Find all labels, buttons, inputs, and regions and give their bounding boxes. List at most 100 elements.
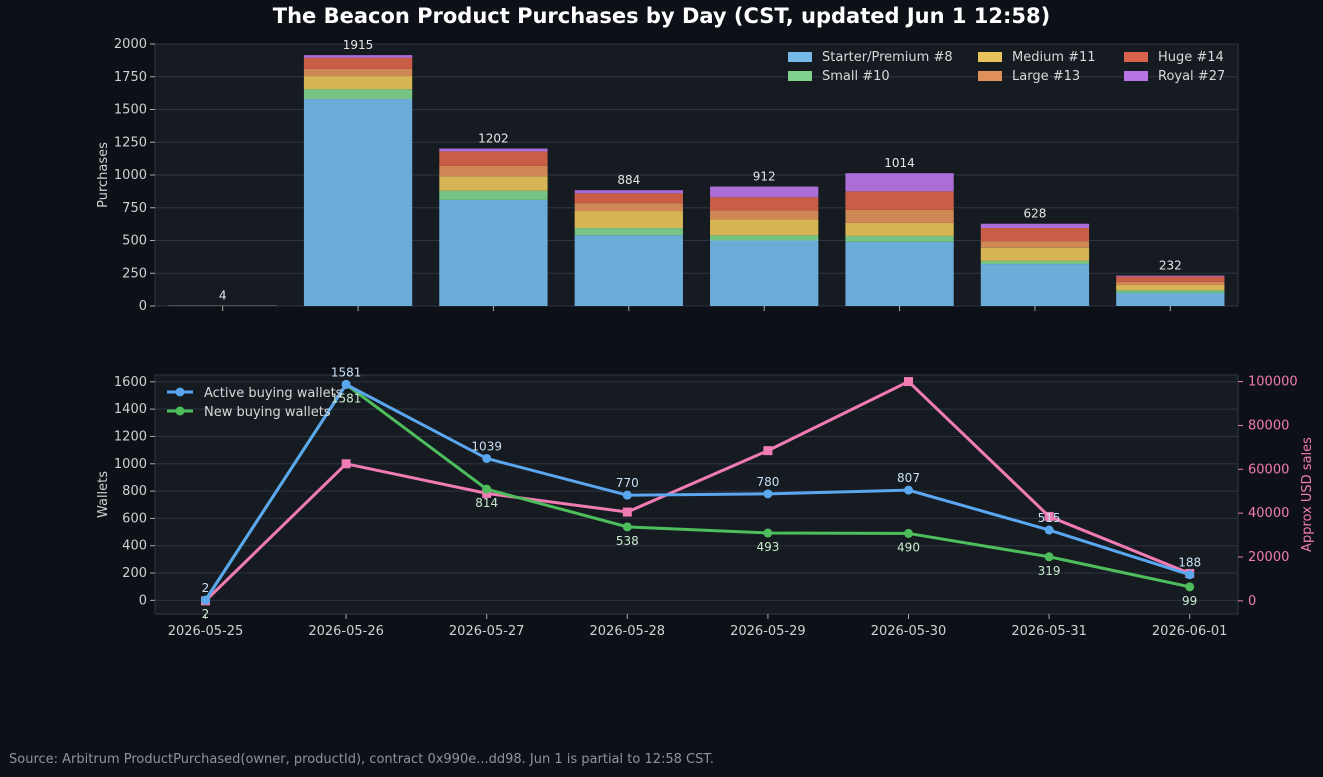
legend-label: Active buying wallets [204,386,343,401]
y-tick-label: 1000 [114,168,147,183]
y2-tick-label: 20000 [1248,550,1289,565]
data-point [341,379,351,389]
data-point [1185,570,1195,580]
active-value-label: 515 [1038,511,1061,525]
bar-segment [1116,281,1225,286]
bar-segment [710,235,819,241]
y-axis-label: Purchases [96,142,111,208]
bar-segment [574,203,683,212]
legend-swatch [1124,71,1148,81]
data-point [341,459,351,469]
bar-segment [439,190,548,200]
y-tick-label: 1500 [114,103,147,118]
bar-segment [1116,275,1225,277]
bar-total-label: 1202 [478,132,509,146]
bar-segment [980,264,1090,306]
data-point [1044,525,1054,535]
y2-tick-label: 60000 [1248,462,1289,477]
x-tick-label: 2026-05-30 [871,624,947,639]
bar-segment [574,190,683,194]
legend-label: Huge #14 [1158,50,1224,65]
active-value-label: 1581 [331,365,362,379]
bar-segment [845,222,954,236]
data-point [904,377,913,387]
bar-segment [845,191,954,210]
new-value-label: 2 [202,607,210,621]
data-point [482,453,492,463]
bar-total-label: 912 [753,170,776,184]
new-value-label: 99 [1182,594,1197,608]
legend-marker [175,406,185,416]
new-value-label: 319 [1038,564,1061,578]
y-tick-label: 1600 [114,375,147,390]
bar-total-label: 232 [1159,259,1182,273]
bar-total-label: 628 [1023,207,1046,221]
x-tick-label: 2026-05-28 [590,624,666,639]
legend-marker [175,387,185,397]
bar-segment [845,235,954,242]
bar-segment [439,165,548,177]
x-tick-label: 2026-06-01 [1152,624,1228,639]
legend-swatch [978,52,1002,62]
data-point [763,446,773,456]
new-value-label: 490 [897,540,920,554]
source-note: Source: Arbitrum ProductPurchased(owner,… [9,752,714,767]
bar-segment [439,199,548,306]
data-point [622,522,632,532]
bar-segment [1116,292,1225,306]
bar-segment [845,209,954,223]
data-point [904,485,913,495]
bar-segment [574,193,683,204]
x-tick-label: 2026-05-29 [730,624,806,639]
bar-segment [1116,290,1225,293]
y2-tick-label: 0 [1248,594,1256,609]
bar-segment [1116,276,1225,282]
bar-segment [303,89,413,100]
y-tick-label: 0 [139,299,147,314]
bar-segment [303,57,413,69]
bar-segment [980,223,1090,229]
legend-label: Starter/Premium #8 [822,50,953,65]
bar-segment [574,235,683,306]
x-tick-label: 2026-05-25 [168,624,244,639]
y-tick-label: 1400 [114,402,147,417]
y-tick-label: 2000 [114,37,147,52]
y-tick-label: 200 [122,566,147,581]
series-line [204,380,1191,602]
data-point [201,595,210,605]
bar-total-label: 1915 [343,38,374,52]
y2-tick-label: 40000 [1248,506,1289,521]
active-value-label: 188 [1178,556,1201,570]
y-tick-label: 250 [122,266,147,281]
bar-segment [303,55,413,58]
y2-tick-label: 100000 [1248,375,1298,390]
new-value-label: 1581 [331,391,362,405]
bar-segment [845,241,954,306]
legend-swatch [1124,52,1148,62]
legend-swatch [788,71,812,81]
y-tick-label: 1200 [114,429,147,444]
y-tick-label: 750 [122,201,147,216]
y-tick-label: 1750 [114,70,147,85]
bar-segment [980,228,1090,242]
data-point [1044,552,1054,562]
series-line [204,382,1191,601]
series-line [204,382,1191,601]
bar-segment [980,260,1090,265]
bar-segment [710,197,819,211]
data-point [482,484,492,494]
data-point [763,489,773,499]
legend-label: New buying wallets [204,405,331,420]
y-tick-label: 600 [122,511,147,526]
bar-segment [980,241,1090,248]
legend-swatch [978,71,1002,81]
active-value-label: 780 [756,475,779,489]
y-tick-label: 400 [122,539,147,554]
bar-segment [303,76,413,90]
active-value-label: 807 [897,471,920,485]
active-value-label: 1039 [471,439,502,453]
bar-segment [710,240,819,306]
active-value-label: 2 [202,581,210,595]
